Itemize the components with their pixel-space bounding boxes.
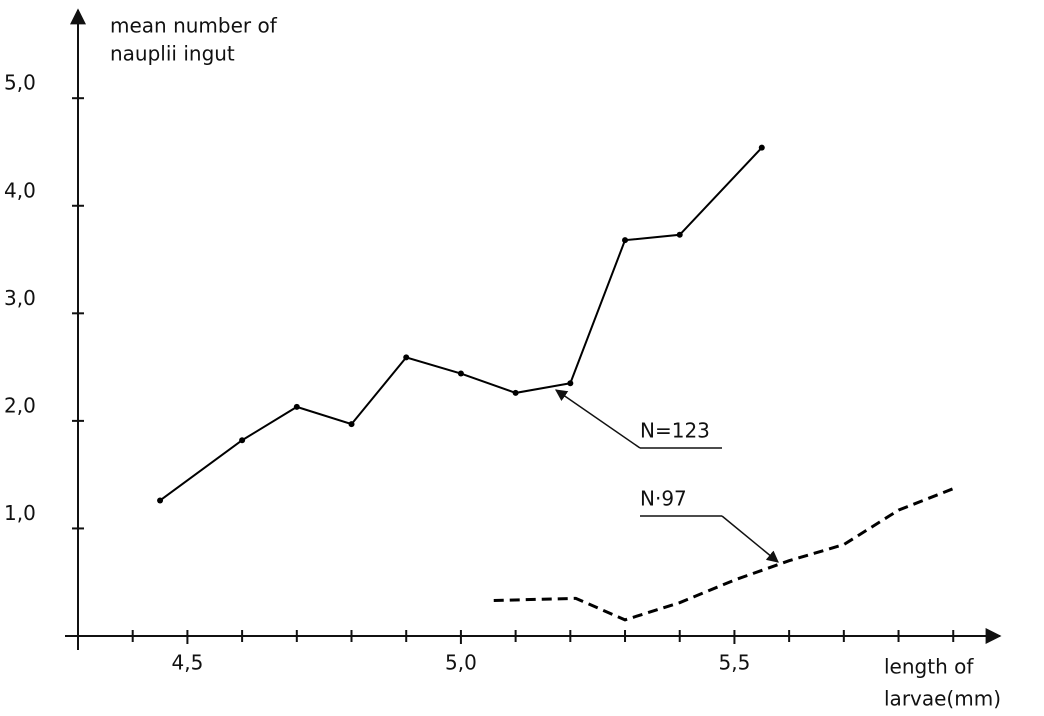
- point: [293, 403, 300, 410]
- point: [457, 370, 464, 377]
- series-line: [493, 487, 954, 622]
- point: [403, 354, 410, 361]
- point: [567, 380, 574, 387]
- point: [676, 231, 683, 238]
- y-axis-label: nauplii ingut: [110, 42, 235, 66]
- x-tick-label: 4,5: [171, 651, 203, 675]
- series-label: N=123: [640, 419, 710, 443]
- y-tick-label: 1,0: [4, 501, 36, 525]
- x-axis-label: length of: [884, 655, 974, 679]
- x-axis-label: larvae(mm): [884, 687, 1001, 711]
- y-tick-label: 2,0: [4, 393, 36, 417]
- y-tick-label: 3,0: [4, 286, 36, 310]
- x-tick-label: 5,0: [445, 651, 477, 675]
- x-tick-label: 5,5: [719, 651, 751, 675]
- point: [758, 144, 765, 151]
- point: [512, 389, 519, 396]
- y-tick-label: 4,0: [4, 178, 36, 202]
- label-arrow: [555, 389, 641, 449]
- series-label: N·97: [640, 487, 687, 511]
- label-arrow: [721, 515, 779, 563]
- y-axis-label: mean number of: [110, 14, 278, 38]
- point: [239, 437, 246, 444]
- point: [622, 237, 629, 244]
- point: [157, 497, 164, 504]
- y-tick-label: 5,0: [4, 71, 36, 95]
- point: [348, 421, 355, 428]
